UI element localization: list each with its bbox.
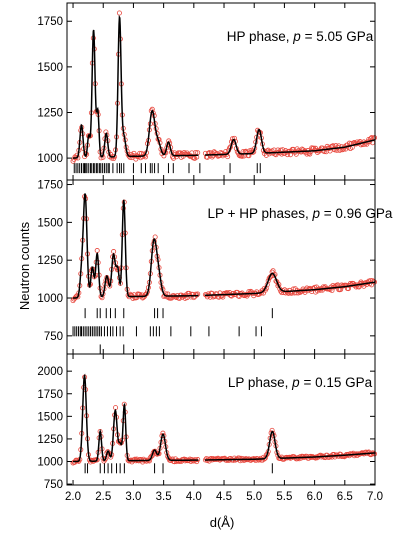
x-tick-label: 6.5 <box>337 491 353 503</box>
x-axis-title: d(Å) <box>210 515 235 530</box>
y-tick-label: 1000 <box>37 153 63 165</box>
x-tick-label: 2.0 <box>65 491 81 503</box>
data-point <box>250 149 256 155</box>
fit-curve <box>73 193 375 299</box>
y-tick-label: 750 <box>44 479 63 491</box>
y-tick-label: 1750 <box>37 180 63 192</box>
y-tick-label: 1250 <box>37 107 63 119</box>
data-point <box>187 456 193 462</box>
y-tick-label: 1750 <box>37 389 63 401</box>
x-tick-label: 2.5 <box>95 491 111 503</box>
y-axis-title: Neutron counts <box>17 221 32 310</box>
fit-curve <box>73 373 375 463</box>
data-point <box>193 149 199 155</box>
data-point <box>94 248 100 254</box>
x-tick-label: 7.0 <box>367 491 383 503</box>
data-point <box>270 268 276 274</box>
y-tick-label: 1500 <box>37 217 63 229</box>
x-tick-label: 6.0 <box>307 491 323 503</box>
y-tick-label: 1000 <box>37 457 63 469</box>
y-tick-label: 1500 <box>37 62 63 74</box>
panel-3: 750 1000 1250 1500 1750 2000 2.0 2.5 3.0 3.5 4.0 4.… <box>37 353 383 503</box>
x-tick-label: 4.5 <box>216 491 232 503</box>
y-tick-label: 1000 <box>37 293 63 305</box>
panels: 1000 1250 1500 1750 HP phase, p = 5.05 GPa 75… <box>37 2 393 503</box>
reflection-ticks-row-1 <box>84 308 273 319</box>
panel-1: 1000 1250 1500 1750 HP phase, p = 5.05 GPa <box>37 2 378 181</box>
x-tick-label: 4.0 <box>186 491 202 503</box>
y-tick-label: 1250 <box>37 255 63 267</box>
data-point <box>116 10 122 16</box>
data-point <box>262 455 268 461</box>
y-tick-label: 750 <box>44 331 63 343</box>
reflection-ticks-row-1 <box>84 463 273 474</box>
reflection-ticks-row-3 <box>99 344 125 355</box>
y-tick-label: 1500 <box>37 411 63 423</box>
data-point <box>369 135 375 141</box>
data-point <box>171 155 177 161</box>
plot-frame <box>66 353 376 486</box>
reflection-ticks-row-2 <box>72 326 262 337</box>
reflection-ticks-row-1 <box>73 163 261 174</box>
y-tick-label: 2000 <box>37 366 63 378</box>
panel-label: HP phase, p = 5.05 GPa <box>227 29 374 44</box>
panel-label: LP phase, p = 0.15 GPa <box>228 375 373 390</box>
data-point <box>307 151 313 157</box>
data-point <box>131 150 137 156</box>
y-tick-label: 1750 <box>37 16 63 28</box>
data-point <box>183 151 189 157</box>
x-tick-label: 5.0 <box>246 491 262 503</box>
data-point <box>347 451 353 457</box>
y-tick-label: 1250 <box>37 434 63 446</box>
panel-label: LP + HP phases, p = 0.96 GPa <box>208 206 393 221</box>
fit-curve <box>73 14 376 159</box>
x-tick-label: 3.0 <box>125 491 141 503</box>
x-tick-label: 5.5 <box>276 491 292 503</box>
panel-2: 750 1000 1250 1500 1750 LP + HP phases, p = 0… <box>37 179 393 355</box>
x-tick-label: 3.5 <box>156 491 172 503</box>
